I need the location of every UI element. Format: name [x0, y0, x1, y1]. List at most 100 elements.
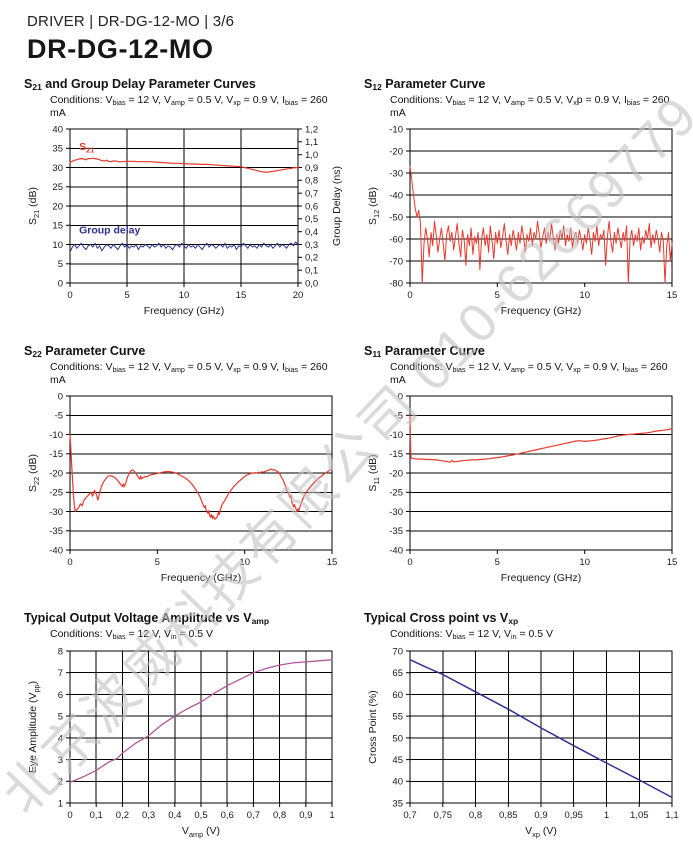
svg-text:5: 5 [58, 259, 63, 270]
chart-output-voltage-amplitude: Typical Output Voltage Amplitude vs Vamp… [24, 611, 346, 844]
svg-text:35: 35 [392, 798, 403, 809]
svg-text:8: 8 [58, 646, 63, 657]
chart-plot: 0 5 10 15 20 0 5 10 15 20 25 30 35 40 0,00,1 0,2 0,3 0,4 0… [27, 124, 343, 317]
svg-text:0: 0 [407, 557, 412, 568]
svg-text:Group delay: Group delay [79, 225, 140, 237]
chart-title: S21 and Group Delay Parameter Curves [24, 77, 256, 93]
svg-text:10: 10 [239, 557, 250, 568]
svg-text:Frequency (GHz): Frequency (GHz) [501, 305, 582, 317]
svg-text:0,3: 0,3 [142, 810, 155, 821]
svg-text:-35: -35 [49, 526, 63, 537]
svg-text:0,8: 0,8 [469, 810, 482, 821]
svg-text:0,1: 0,1 [90, 810, 103, 821]
svg-text:0,6: 0,6 [305, 201, 318, 212]
svg-text:-10: -10 [389, 430, 403, 441]
svg-text:0,7: 0,7 [247, 810, 260, 821]
svg-text:0,8: 0,8 [305, 176, 318, 187]
svg-text:35: 35 [52, 144, 63, 155]
chart-plot: 0 0,1 0,2 0,3 0,4 0,5 0,6 0,7 0,8 0,9 1 1 2 3 4 5 6 7 8 Vam… [27, 646, 335, 839]
svg-text:S11 (dB): S11 (dB) [367, 454, 381, 491]
svg-text:-40: -40 [389, 545, 403, 556]
svg-text:Eye Amplitude (Vpp): Eye Amplitude (Vpp) [27, 681, 41, 773]
svg-text:-40: -40 [389, 190, 403, 201]
svg-text:0: 0 [407, 290, 412, 301]
chart-conditions: Conditions: Vbias = 12 V, Vamp = 0.5 V, … [50, 94, 328, 119]
svg-text:10: 10 [579, 557, 590, 568]
svg-text:40: 40 [52, 124, 63, 135]
svg-text:Cross Point (%): Cross Point (%) [367, 690, 379, 764]
svg-text:1,2: 1,2 [305, 124, 318, 135]
svg-text:2: 2 [58, 776, 63, 787]
svg-text:1,0: 1,0 [305, 150, 318, 161]
svg-text:0,7: 0,7 [403, 810, 416, 821]
svg-text:15: 15 [327, 557, 338, 568]
svg-text:-35: -35 [389, 526, 403, 537]
svg-text:1: 1 [329, 810, 334, 821]
chart-plot: 0 5 10 15 -40 -35 -30 -25 -20 -15 -10 -5 0 Frequency … [27, 391, 338, 584]
svg-text:-10: -10 [49, 430, 63, 441]
svg-text:Vamp (V): Vamp (V) [182, 825, 220, 839]
page-header: DRIVER | DR-DG-12-MO | 3/6 DR-DG-12-MO [0, 0, 693, 65]
svg-text:0,5: 0,5 [305, 214, 318, 225]
svg-text:65: 65 [392, 668, 403, 679]
svg-text:0,4: 0,4 [168, 810, 181, 821]
svg-text:0,85: 0,85 [499, 810, 518, 821]
chart-conditions: Conditions: Vbias = 12 V, Vamp = 0.5 V, … [50, 361, 328, 386]
svg-text:15: 15 [236, 290, 247, 301]
svg-text:Vxp (V): Vxp (V) [525, 825, 557, 839]
svg-text:0,1: 0,1 [305, 266, 318, 277]
svg-text:5: 5 [124, 290, 129, 301]
chart-title: S12 Parameter Curve [364, 77, 486, 93]
svg-text:0,5: 0,5 [194, 810, 207, 821]
charts-grid: S21 and Group Delay Parameter Curves Con… [0, 65, 693, 844]
svg-text:-60: -60 [389, 234, 403, 245]
svg-text:0: 0 [67, 290, 72, 301]
chart-conditions: Conditions: Vbias = 12 V, Vamp = 0.5 V, … [390, 361, 668, 386]
svg-text:10: 10 [52, 240, 63, 251]
breadcrumb: DRIVER | DR-DG-12-MO | 3/6 [27, 13, 235, 30]
svg-text:Frequency (GHz): Frequency (GHz) [501, 572, 582, 584]
chart-cross-point: Typical Cross point vs Vxp Conditions: V… [364, 611, 686, 844]
svg-text:0,3: 0,3 [305, 240, 318, 251]
svg-text:0,0: 0,0 [305, 278, 318, 289]
svg-text:25: 25 [52, 182, 63, 193]
svg-text:15: 15 [667, 290, 678, 301]
svg-text:-20: -20 [389, 146, 403, 157]
chart-title: S11 Parameter Curve [364, 343, 485, 360]
svg-text:0,9: 0,9 [305, 163, 318, 174]
svg-text:S21: S21 [79, 141, 94, 155]
svg-text:-25: -25 [389, 488, 403, 499]
svg-text:-40: -40 [49, 545, 63, 556]
svg-text:15: 15 [667, 557, 678, 568]
svg-text:0,8: 0,8 [273, 810, 286, 821]
svg-text:S22 (dB): S22 (dB) [27, 454, 41, 492]
chart-s11: S11 Parameter Curve Conditions: Vbias = … [364, 344, 686, 591]
svg-text:3: 3 [58, 755, 63, 766]
chart-plot: 0 5 10 15 -40 -35 -30 -25 -20 -15 -10 -5 0 Frequency … [367, 391, 678, 584]
svg-text:20: 20 [52, 201, 63, 212]
svg-text:-70: -70 [389, 256, 403, 267]
svg-text:50: 50 [392, 733, 403, 744]
chart-title: Typical Output Voltage Amplitude vs Vamp [24, 610, 270, 626]
svg-text:-20: -20 [389, 468, 403, 479]
svg-text:-15: -15 [49, 449, 63, 460]
svg-text:5: 5 [155, 557, 160, 568]
svg-text:-80: -80 [389, 278, 403, 289]
chart-title: S22 Parameter Curve [24, 343, 146, 360]
svg-text:Frequency (GHz): Frequency (GHz) [144, 305, 225, 317]
svg-text:0,95: 0,95 [564, 810, 583, 821]
svg-text:0,4: 0,4 [305, 227, 318, 238]
chart-title: Typical Cross point vs Vxp [364, 610, 519, 626]
svg-text:-50: -50 [389, 212, 403, 223]
svg-text:-30: -30 [389, 507, 403, 518]
svg-text:0: 0 [398, 391, 403, 402]
svg-text:30: 30 [52, 163, 63, 174]
svg-text:70: 70 [392, 646, 403, 657]
svg-text:5: 5 [495, 557, 500, 568]
svg-text:0,2: 0,2 [116, 810, 129, 821]
svg-text:5: 5 [495, 290, 500, 301]
svg-text:1: 1 [58, 798, 63, 809]
svg-text:0: 0 [58, 278, 63, 289]
svg-text:0: 0 [67, 810, 72, 821]
svg-text:0,6: 0,6 [221, 810, 234, 821]
